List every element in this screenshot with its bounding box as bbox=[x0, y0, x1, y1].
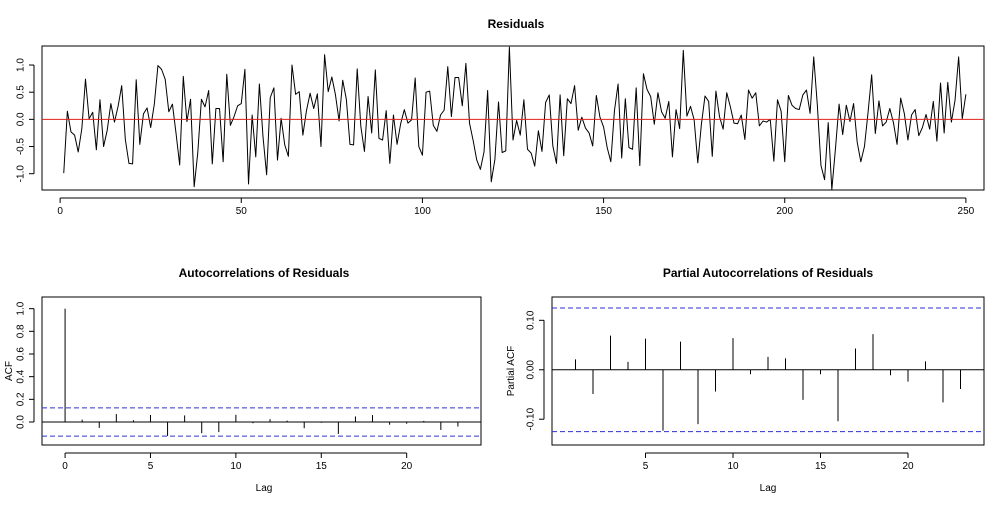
pacf-y-axis-label: Partial ACF bbox=[506, 346, 517, 397]
y-tick-label: 0.10 bbox=[526, 310, 537, 330]
x-tick-label: 10 bbox=[230, 461, 242, 472]
acf-y-axis: 0.0 0.2 0.4 0.6 0.8 1.0 bbox=[16, 301, 35, 429]
x-tick-label: 50 bbox=[236, 206, 248, 217]
pacf-title: Partial Autocorrelations of Residuals bbox=[663, 266, 874, 280]
y-tick-label: -0.5 bbox=[16, 137, 27, 155]
x-tick-label: 20 bbox=[902, 461, 914, 472]
residuals-marks bbox=[42, 46, 984, 190]
y-tick-label: 0.8 bbox=[16, 324, 27, 338]
acf-title: Autocorrelations of Residuals bbox=[179, 266, 350, 280]
y-tick-label: 0.0 bbox=[16, 112, 27, 126]
x-tick-label: 15 bbox=[316, 461, 328, 472]
x-tick-label: 20 bbox=[401, 461, 413, 472]
acf-plot-box bbox=[41, 296, 482, 446]
residuals-series-line bbox=[63, 46, 967, 190]
y-tick-label: 0.6 bbox=[16, 347, 27, 361]
y-tick-label: -0.10 bbox=[526, 407, 537, 430]
residuals-y-axis: -1.0 -0.5 0.0 0.5 1.0 bbox=[16, 58, 35, 183]
y-tick-label: 0.4 bbox=[16, 369, 27, 383]
y-tick-label: 0.2 bbox=[16, 392, 27, 406]
x-tick-label: 15 bbox=[815, 461, 827, 472]
x-tick-label: 10 bbox=[727, 461, 739, 472]
x-tick-label: 150 bbox=[595, 206, 612, 217]
pacf-y-axis: -0.10 0.00 0.10 bbox=[526, 310, 545, 431]
residuals-panel: Residuals 0 50 100 150 200 250 -1.0 -0.5 0.0 0.5… bbox=[16, 17, 985, 217]
x-tick-label: 250 bbox=[958, 206, 975, 217]
acf-y-axis-label: ACF bbox=[4, 361, 15, 381]
y-tick-label: 1.0 bbox=[16, 58, 27, 72]
x-tick-label: 0 bbox=[57, 206, 63, 217]
x-tick-label: 5 bbox=[148, 461, 154, 472]
y-tick-label: 0.5 bbox=[16, 85, 27, 99]
pacf-marks bbox=[552, 307, 984, 433]
acf-marks bbox=[42, 308, 481, 437]
y-tick-label: 0.00 bbox=[526, 360, 537, 380]
pacf-x-axis-label: Lag bbox=[760, 483, 777, 494]
pacf-plot-box bbox=[551, 296, 985, 446]
residuals-plot-box bbox=[41, 45, 985, 191]
y-tick-label: 1.0 bbox=[16, 301, 27, 315]
x-tick-label: 200 bbox=[776, 206, 793, 217]
y-tick-label: 0.0 bbox=[16, 415, 27, 429]
pacf-x-axis: 5 10 15 20 bbox=[643, 452, 914, 472]
residuals-x-axis: 0 50 100 150 200 250 bbox=[57, 197, 975, 217]
acf-x-axis: 0 5 10 15 20 bbox=[62, 452, 413, 472]
x-tick-label: 5 bbox=[643, 461, 649, 472]
y-tick-label: -1.0 bbox=[16, 165, 27, 183]
residuals-title: Residuals bbox=[488, 17, 545, 31]
x-tick-label: 100 bbox=[414, 206, 431, 217]
acf-x-axis-label: Lag bbox=[256, 483, 273, 494]
pacf-panel: Partial Autocorrelations of Residuals La… bbox=[506, 266, 985, 494]
x-tick-label: 0 bbox=[62, 461, 68, 472]
acf-panel: Autocorrelations of Residuals Lag ACF 0 5… bbox=[4, 266, 482, 494]
